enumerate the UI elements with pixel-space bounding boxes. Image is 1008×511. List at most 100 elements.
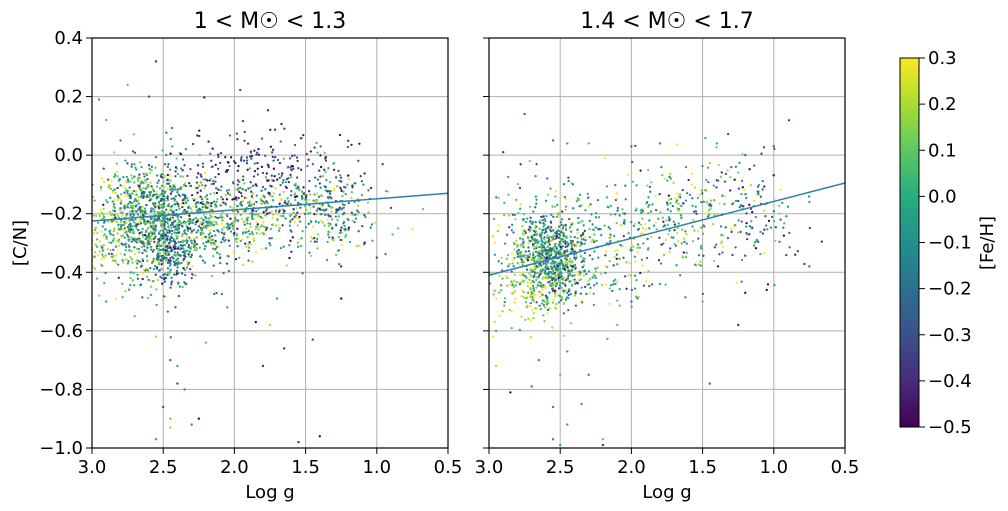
data-point <box>528 225 531 228</box>
data-point <box>541 299 544 302</box>
data-point <box>240 159 243 162</box>
data-point <box>544 266 547 269</box>
data-point <box>179 244 182 247</box>
data-point <box>630 300 633 303</box>
data-point <box>169 152 172 155</box>
data-point <box>532 253 535 257</box>
data-point <box>698 193 702 196</box>
data-point <box>146 241 149 244</box>
data-point <box>196 182 199 186</box>
data-point <box>150 197 153 201</box>
data-point <box>576 228 579 231</box>
data-point <box>520 250 523 254</box>
data-point <box>574 292 577 295</box>
data-point <box>579 271 582 275</box>
data-point <box>93 228 97 232</box>
data-point <box>102 167 105 170</box>
data-point <box>289 220 292 223</box>
data-point <box>564 208 567 211</box>
data-point <box>110 219 113 223</box>
data-point <box>154 225 157 228</box>
data-point <box>137 221 140 225</box>
data-point <box>618 304 621 307</box>
data-point <box>164 259 167 262</box>
data-point <box>550 236 553 239</box>
data-point <box>660 243 663 246</box>
data-point <box>124 203 128 207</box>
data-point <box>346 145 350 149</box>
data-point <box>533 245 536 248</box>
data-point <box>178 254 181 257</box>
data-point <box>167 210 170 214</box>
data-point <box>201 200 204 203</box>
data-point <box>622 235 625 238</box>
data-point <box>534 206 537 209</box>
data-point <box>140 180 144 183</box>
data-point <box>587 270 591 273</box>
data-point <box>319 194 323 197</box>
data-point <box>512 231 515 234</box>
data-point <box>581 231 585 235</box>
data-point <box>571 183 575 186</box>
data-point <box>289 202 292 206</box>
data-point <box>723 195 726 198</box>
data-point <box>327 230 330 233</box>
data-point <box>145 275 149 278</box>
data-point <box>616 209 619 212</box>
data-point <box>147 95 151 98</box>
data-point <box>564 226 567 229</box>
data-point <box>551 205 554 208</box>
colorbar-tick-label: −0.5 <box>928 417 972 438</box>
data-point <box>146 268 149 272</box>
data-point <box>521 271 524 274</box>
data-point <box>537 276 540 279</box>
data-point <box>666 208 670 211</box>
data-point <box>131 207 134 210</box>
data-point <box>254 183 257 186</box>
data-point <box>650 283 654 286</box>
data-point <box>274 209 278 212</box>
data-point <box>559 250 562 254</box>
data-point <box>637 295 641 299</box>
data-point <box>547 276 550 279</box>
data-point <box>187 263 190 266</box>
data-point <box>229 230 233 233</box>
data-point <box>327 222 330 225</box>
data-point <box>683 237 686 240</box>
data-point <box>543 242 547 246</box>
data-point <box>217 245 220 248</box>
data-point <box>594 276 597 280</box>
data-point <box>316 151 319 154</box>
data-point <box>535 225 538 228</box>
data-point <box>174 195 177 198</box>
data-point <box>125 175 128 179</box>
data-point <box>226 168 230 172</box>
data-point <box>609 227 612 231</box>
data-point <box>197 209 200 212</box>
data-point <box>150 169 153 172</box>
data-point <box>202 232 205 235</box>
data-point <box>247 259 250 262</box>
data-point <box>577 273 580 276</box>
data-point <box>128 206 132 209</box>
data-point <box>202 218 205 222</box>
data-point <box>331 226 334 229</box>
data-point <box>389 206 393 210</box>
data-point <box>553 264 556 268</box>
data-point <box>501 277 504 280</box>
data-point <box>736 231 740 234</box>
data-point <box>622 221 626 224</box>
data-point <box>708 161 712 165</box>
data-point <box>532 287 535 290</box>
data-point <box>564 284 567 287</box>
data-point <box>668 250 671 254</box>
y-tick-label: 0.2 <box>54 87 83 108</box>
x-tick-label: 0.5 <box>434 457 463 478</box>
data-point <box>323 185 326 188</box>
data-point <box>86 255 88 257</box>
data-point <box>311 237 314 241</box>
data-point <box>539 267 543 271</box>
data-point <box>253 149 256 152</box>
data-point <box>556 203 559 207</box>
data-point <box>160 276 163 280</box>
